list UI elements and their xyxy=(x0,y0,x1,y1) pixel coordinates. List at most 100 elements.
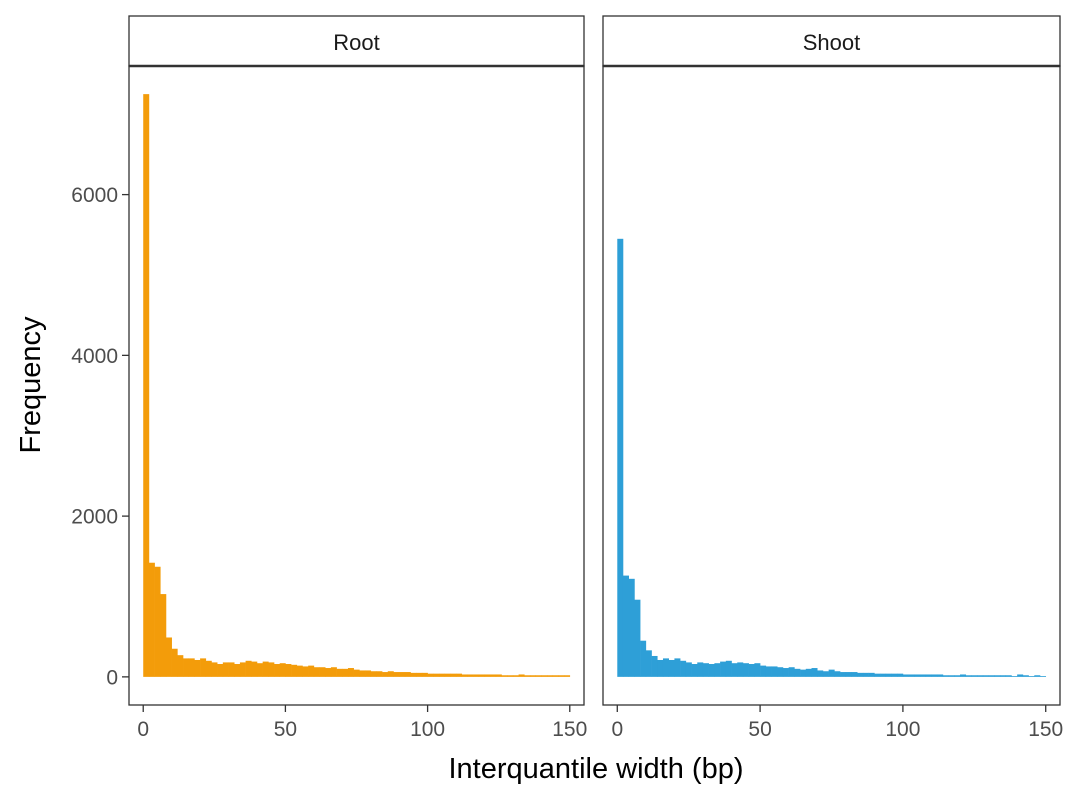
bar-root-50 xyxy=(285,664,292,677)
bar-root-68 xyxy=(336,668,343,677)
bar-shoot-6 xyxy=(634,599,641,677)
x-axis-shoot: 0 50 100 150 xyxy=(611,705,1063,741)
x-tick-label-root-0: 0 xyxy=(137,718,149,741)
bar-root-108 xyxy=(450,673,457,677)
panel-frame-root xyxy=(128,65,585,706)
bar-root-36 xyxy=(245,660,252,677)
bar-root-58 xyxy=(308,665,315,677)
bar-root-64 xyxy=(325,668,332,677)
bar-shoot-38 xyxy=(725,660,732,677)
bar-shoot-24 xyxy=(685,662,692,677)
bar-root-72 xyxy=(347,668,354,677)
bar-root-76 xyxy=(359,670,366,677)
x-tick-label-shoot-150: 150 xyxy=(1028,718,1063,741)
bar-shoot-128 xyxy=(982,675,989,677)
bar-shoot-94 xyxy=(885,673,892,677)
bar-root-92 xyxy=(404,672,411,677)
bar-shoot-66 xyxy=(805,668,812,677)
bar-root-98 xyxy=(421,672,428,677)
bar-root-2 xyxy=(148,562,155,677)
y-tick-label-4000: 4000 xyxy=(71,345,118,368)
bar-root-114 xyxy=(467,674,474,677)
bar-root-116 xyxy=(473,674,480,677)
strip-label-shoot: Shoot xyxy=(803,30,861,55)
strip-shoot xyxy=(602,15,1061,67)
bar-root-142 xyxy=(547,675,554,677)
bar-root-48 xyxy=(279,663,286,677)
bar-root-34 xyxy=(239,662,246,677)
bar-root-38 xyxy=(251,661,258,677)
bar-root-118 xyxy=(478,674,485,677)
bar-shoot-86 xyxy=(862,672,869,677)
bar-root-78 xyxy=(365,670,372,677)
bar-root-12 xyxy=(177,655,184,677)
bar-root-62 xyxy=(319,667,326,677)
bar-root-140 xyxy=(541,675,548,677)
bar-shoot-134 xyxy=(1000,675,1007,677)
bar-root-126 xyxy=(501,675,508,677)
bar-root-40 xyxy=(256,663,263,677)
bar-root-138 xyxy=(535,675,542,677)
panel-root: Root xyxy=(128,15,585,706)
bar-root-134 xyxy=(524,675,531,677)
bar-root-124 xyxy=(495,674,502,677)
x-tick-label-shoot-50: 50 xyxy=(748,718,771,741)
x-tick-label-shoot-0: 0 xyxy=(611,718,623,741)
bar-root-0 xyxy=(143,94,150,677)
bar-shoot-110 xyxy=(931,674,938,677)
bar-root-16 xyxy=(188,658,195,677)
bar-shoot-104 xyxy=(914,674,921,677)
bar-root-122 xyxy=(490,674,497,677)
bar-root-132 xyxy=(518,674,525,677)
bar-root-94 xyxy=(410,672,417,677)
bar-shoot-30 xyxy=(702,663,709,677)
bar-root-56 xyxy=(302,666,309,677)
bar-root-18 xyxy=(194,659,201,677)
bar-shoot-142 xyxy=(1022,675,1029,677)
bar-shoot-98 xyxy=(897,673,904,677)
bar-root-42 xyxy=(262,661,269,677)
bar-root-60 xyxy=(313,667,320,677)
bar-root-90 xyxy=(399,672,406,677)
bar-shoot-122 xyxy=(965,675,972,677)
bar-root-136 xyxy=(529,675,536,677)
bar-shoot-144 xyxy=(1028,676,1035,677)
bar-shoot-10 xyxy=(645,650,652,677)
bar-shoot-16 xyxy=(662,658,669,677)
bar-shoot-26 xyxy=(691,664,698,677)
bar-shoot-116 xyxy=(948,675,955,677)
bars-shoot xyxy=(617,238,1047,677)
bar-root-148 xyxy=(564,675,571,677)
bar-root-14 xyxy=(183,658,190,677)
bar-root-28 xyxy=(222,662,229,677)
x-tick-label-root-50: 50 xyxy=(274,718,297,741)
bar-shoot-102 xyxy=(908,674,915,677)
bar-shoot-12 xyxy=(651,655,658,677)
bar-shoot-18 xyxy=(668,659,675,677)
x-tick-label-root-150: 150 xyxy=(552,718,587,741)
bar-root-24 xyxy=(211,662,218,677)
bar-shoot-80 xyxy=(845,672,852,677)
bar-shoot-70 xyxy=(817,670,824,677)
bar-shoot-44 xyxy=(742,663,749,677)
bar-root-112 xyxy=(461,674,468,677)
bar-root-8 xyxy=(165,637,172,677)
bar-shoot-60 xyxy=(788,667,795,677)
bar-root-30 xyxy=(228,662,235,677)
bar-root-66 xyxy=(330,667,337,677)
bar-shoot-92 xyxy=(880,673,887,677)
bar-shoot-114 xyxy=(942,675,949,677)
bar-shoot-36 xyxy=(720,661,727,677)
bar-shoot-68 xyxy=(811,668,818,677)
bar-shoot-56 xyxy=(777,667,784,677)
bar-root-144 xyxy=(552,675,559,677)
bar-shoot-50 xyxy=(760,665,767,677)
bar-shoot-148 xyxy=(1040,676,1047,677)
bar-shoot-136 xyxy=(1005,675,1012,677)
bar-shoot-146 xyxy=(1034,675,1041,677)
bar-shoot-40 xyxy=(731,663,738,677)
bar-shoot-84 xyxy=(857,672,864,677)
x-tick-label-shoot-100: 100 xyxy=(885,718,920,741)
bar-shoot-118 xyxy=(954,675,961,677)
